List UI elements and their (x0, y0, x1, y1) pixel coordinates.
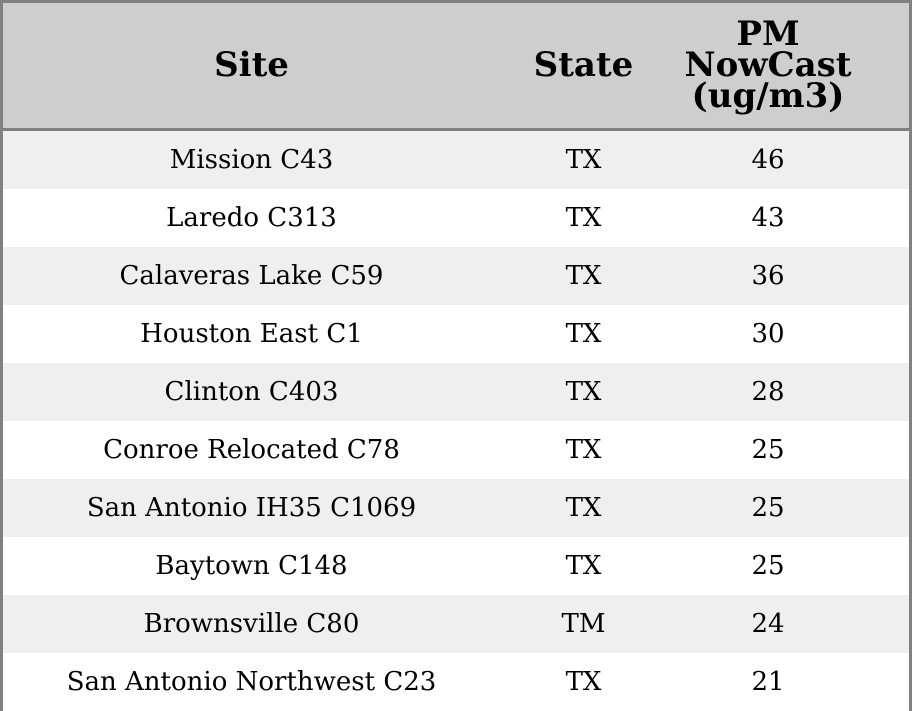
pm-value-cell: 28 (667, 363, 909, 421)
site-cell: Houston East C1 (3, 305, 500, 363)
site-cell: Mission C43 (3, 129, 500, 189)
header-site-label: Site (214, 45, 289, 85)
state-cell: TX (500, 537, 667, 595)
state-cell: TX (500, 129, 667, 189)
table-row: Brownsville C80 TM 24 (3, 595, 909, 653)
state-cell: TX (500, 653, 667, 711)
table-row: Clinton C403 TX 28 (3, 363, 909, 421)
table-header: Site State PM NowCast (ug/m3) (3, 3, 909, 131)
header-row: Site State PM NowCast (ug/m3) (3, 3, 909, 131)
state-cell: TX (500, 305, 667, 363)
state-cell: TX (500, 421, 667, 479)
header-pm-line-1: PM (736, 14, 800, 54)
site-cell: Conroe Relocated C78 (3, 421, 500, 479)
state-cell: TX (500, 189, 667, 247)
pm-value-cell: 25 (667, 421, 909, 479)
site-cell: Calaveras Lake C59 (3, 247, 500, 305)
state-cell: TX (500, 247, 667, 305)
site-cell: Brownsville C80 (3, 595, 500, 653)
pm-nowcast-table: Site State PM NowCast (ug/m3) Mission C4… (3, 3, 909, 711)
pm-value-cell: 25 (667, 479, 909, 537)
site-cell: Laredo C313 (3, 189, 500, 247)
header-state: State (500, 3, 667, 131)
site-cell: Clinton C403 (3, 363, 500, 421)
site-cell: San Antonio IH35 C1069 (3, 479, 500, 537)
header-pm-nowcast: PM NowCast (ug/m3) (667, 3, 909, 131)
table-body: Mission C43 TX 46 Laredo C313 TX 43 Calaveras … (3, 129, 909, 711)
header-site: Site (3, 3, 500, 131)
state-cell: TM (500, 595, 667, 653)
pm-value-cell: 25 (667, 537, 909, 595)
table-row: San Antonio IH35 C1069 TX 25 (3, 479, 909, 537)
table-row: Calaveras Lake C59 TX 36 (3, 247, 909, 305)
header-pm-line-2: NowCast (684, 45, 852, 85)
site-cell: Baytown C148 (3, 537, 500, 595)
pm-value-cell: 24 (667, 595, 909, 653)
table-row: Mission C43 TX 46 (3, 129, 909, 189)
table-row: Houston East C1 TX 30 (3, 305, 909, 363)
header-pm-line-3: (ug/m3) (691, 76, 845, 116)
table-row: Laredo C313 TX 43 (3, 189, 909, 247)
state-cell: TX (500, 479, 667, 537)
pm-value-cell: 21 (667, 653, 909, 711)
state-cell: TX (500, 363, 667, 421)
pm-value-cell: 30 (667, 305, 909, 363)
pm-value-cell: 46 (667, 129, 909, 189)
header-state-label: State (533, 45, 634, 85)
pm-value-cell: 43 (667, 189, 909, 247)
site-cell: San Antonio Northwest C23 (3, 653, 500, 711)
table-row: San Antonio Northwest C23 TX 21 (3, 653, 909, 711)
table-row: Conroe Relocated C78 TX 25 (3, 421, 909, 479)
pm-value-cell: 36 (667, 247, 909, 305)
table-row: Baytown C148 TX 25 (3, 537, 909, 595)
